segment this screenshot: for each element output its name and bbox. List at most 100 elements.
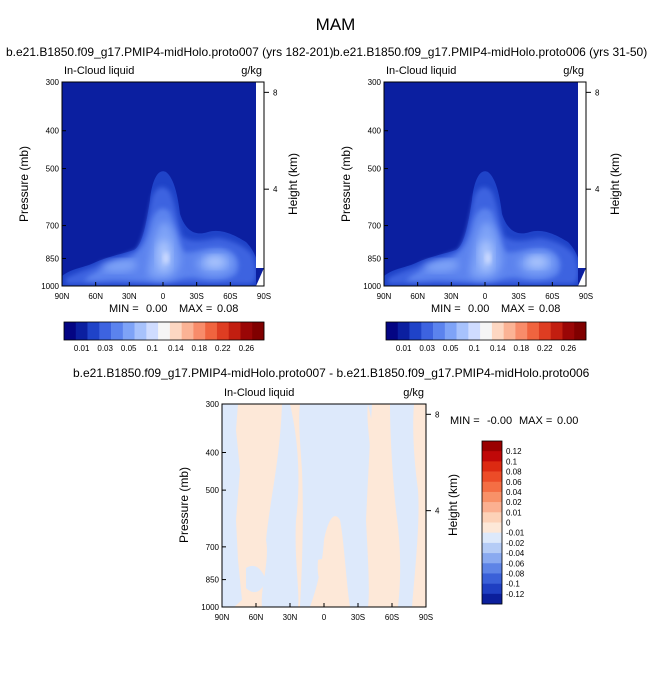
xtick-label: 90N: [215, 613, 230, 622]
colorbar-label: -0.08: [506, 569, 525, 578]
diff-panel-y2label: Height (km): [446, 474, 460, 536]
colorbar-box: [386, 322, 399, 340]
panel-right-min-value: 0.00: [468, 303, 489, 315]
panel-right-units: g/kg: [563, 65, 584, 77]
colorbar-label: -0.02: [506, 539, 525, 548]
colorbar-box: [252, 322, 265, 340]
ytick-label: 1000: [363, 282, 381, 291]
colorbar-label: 0.26: [239, 344, 255, 353]
panel-right-colorbar: 0.01 0.03 0.05 0.1 0.14 0.18 0.22 0.26: [385, 321, 587, 353]
panel-right-field: [384, 82, 586, 286]
diff-panel-stats: MIN = -0.00 MAX = 0.00: [450, 415, 578, 427]
diff-panel-axes: 300 400 500 700 850 1000 8 4 90N 60N 30N 0 30S 60S 90S: [201, 400, 440, 622]
panel-right-stats: MIN = 0.00 MAX = 0.08: [431, 303, 560, 315]
colorbar-label: 0.02: [506, 498, 522, 507]
colorbar-box: [503, 322, 516, 340]
colorbar-box: [75, 322, 88, 340]
xtick-label: 60N: [249, 613, 264, 622]
ytick-label: 700: [206, 543, 220, 552]
xtick-label: 30S: [512, 292, 526, 301]
y2tick-label: 4: [273, 185, 278, 194]
panel-left-ylabel: Pressure (mb): [17, 146, 31, 222]
ytick-label: 300: [368, 78, 382, 87]
diff-panel-min-label: MIN =: [450, 415, 480, 427]
y2tick-label: 8: [595, 88, 600, 97]
colorbar-label: 0.1: [147, 344, 159, 353]
colorbar-label: 0.18: [192, 344, 208, 353]
colorbar-box: [193, 322, 206, 340]
ytick-label: 850: [368, 254, 382, 263]
xtick-label: 0: [483, 292, 488, 301]
ytick-label: 1000: [201, 603, 219, 612]
xtick-label: 60S: [385, 613, 399, 622]
colorbar-box: [482, 563, 502, 574]
xtick-label: 90N: [377, 292, 392, 301]
colorbar-label: 0.01: [396, 344, 412, 353]
xtick-label: 60S: [223, 292, 237, 301]
colorbar-box: [122, 322, 135, 340]
panel-right-title: b.e21.B1850.f09_g17.PMIP4-midHolo.proto0…: [333, 45, 648, 59]
diff-panel: In-Cloud liquid g/kg 3004005007008501000…: [177, 387, 578, 622]
ytick-label: 1000: [41, 282, 59, 291]
colorbar-label: -0.06: [506, 559, 525, 568]
y2tick-label: 8: [435, 410, 440, 419]
colorbar-box: [482, 461, 502, 472]
colorbar-box: [491, 322, 504, 340]
colorbar-label: 0.26: [561, 344, 577, 353]
ytick-label: 400: [368, 127, 382, 136]
colorbar-label: -0.1: [506, 580, 520, 589]
colorbar-box: [482, 553, 502, 564]
colorbar-box: [228, 322, 241, 340]
colorbar-box: [482, 441, 502, 452]
colorbar-box: [482, 471, 502, 483]
panel-left-units: g/kg: [241, 65, 262, 77]
colorbar-label: 0.01: [74, 344, 90, 353]
xtick-label: 90S: [257, 292, 271, 301]
diff-panel-title: b.e21.B1850.f09_g17.PMIP4-midHolo.proto0…: [73, 366, 590, 380]
xtick-label: 30S: [190, 292, 204, 301]
colorbar-label: 0.14: [490, 344, 506, 353]
ytick-label: 700: [368, 222, 382, 231]
colorbar-box: [482, 481, 502, 493]
ytick-label: 850: [46, 254, 60, 263]
colorbar-label: 0.05: [443, 344, 459, 353]
colorbar-label: 0.12: [506, 447, 522, 456]
panel-left-field: [62, 82, 264, 286]
ytick-label: 400: [46, 127, 60, 136]
panel-left: In-Cloud liquid g/kg 300 400 500 700 850 1000…: [17, 65, 300, 353]
colorbar-box: [562, 322, 575, 340]
colorbar-box: [181, 322, 194, 340]
colorbar-box: [456, 322, 469, 340]
colorbar-box: [87, 322, 100, 340]
xtick-label: 90S: [419, 613, 433, 622]
colorbar-label: 0.1: [469, 344, 481, 353]
colorbar-label: 0.1: [506, 457, 518, 466]
colorbar-label: 0.04: [506, 488, 522, 497]
colorbar-label: 0.08: [506, 468, 522, 477]
panel-right-max-label: MAX =: [501, 303, 534, 315]
xtick-label: 30N: [122, 292, 137, 301]
colorbar-box: [146, 322, 159, 340]
colorbar-label: -0.12: [506, 590, 525, 599]
colorbar-box: [111, 322, 124, 340]
panel-right-ylabel: Pressure (mb): [339, 146, 353, 222]
colorbar-label: 0.18: [514, 344, 530, 353]
y2tick-label: 8: [273, 88, 278, 97]
xtick-label: 0: [161, 292, 166, 301]
panel-right-min-label: MIN =: [431, 303, 461, 315]
colorbar-box: [433, 322, 446, 340]
colorbar-box: [158, 322, 171, 340]
diff-panel-ylabel: Pressure (mb): [177, 467, 191, 543]
colorbar-box: [482, 502, 502, 513]
colorbar-box: [421, 322, 434, 340]
colorbar-label: 0.14: [168, 344, 184, 353]
colorbar-box: [468, 322, 481, 340]
xtick-label: 60N: [88, 292, 103, 301]
ytick-label: 400: [206, 449, 220, 458]
panel-right: In-Cloud liquid g/kg 300 400 500 700 850 1000…: [339, 65, 622, 353]
panel-right-axes: 300 400 500 700 850 1000 8 4 90N 60N 30N 0 30S 60S 90S: [363, 78, 600, 301]
ytick-label: 850: [206, 576, 220, 585]
colorbar-label: -0.04: [506, 549, 525, 558]
colorbar-box: [240, 322, 253, 340]
